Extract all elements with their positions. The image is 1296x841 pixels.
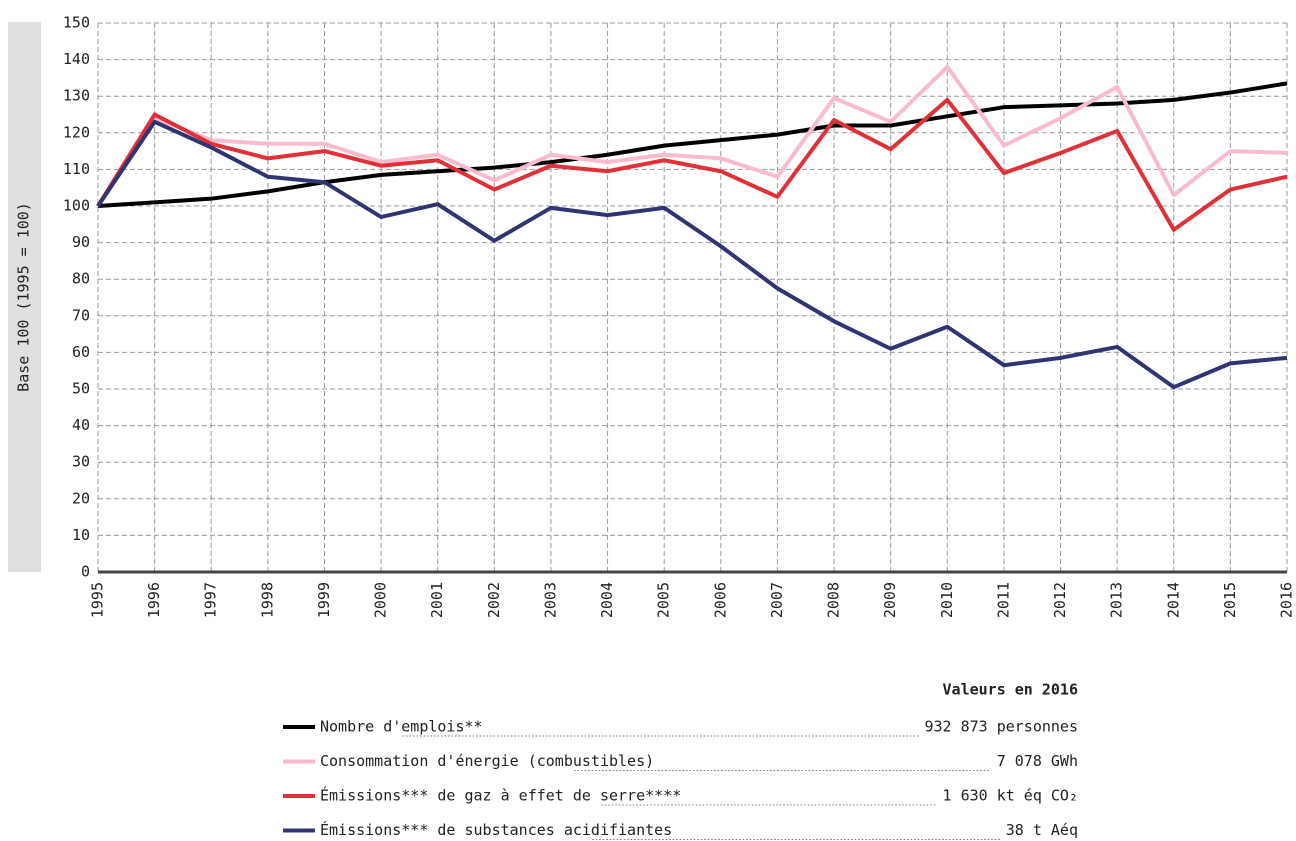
x-tick-label: 1999 (315, 582, 333, 618)
x-tick-label: 2008 (825, 582, 843, 618)
legend-label: Émissions*** de gaz à effet de serre**** (320, 786, 681, 805)
y-tick-label: 0 (81, 563, 90, 581)
series-line (96, 97, 1288, 232)
legend-value: 7 078 GWh (997, 752, 1078, 770)
x-tick-label: 2006 (711, 582, 729, 618)
y-axis-label: Base 100 (1995 = 100) (15, 202, 33, 392)
x-tick-label: 2003 (541, 582, 559, 618)
x-tick-label: 2016 (1278, 582, 1296, 618)
x-tick-label: 2000 (372, 582, 390, 618)
y-tick-label: 80 (72, 270, 90, 288)
x-tick-label: 2009 (881, 582, 899, 618)
legend-value: 38 t Aéq (1006, 821, 1078, 839)
series-line (96, 64, 1288, 208)
x-tick-label: 2005 (655, 582, 673, 618)
x-tick-label: 2012 (1051, 582, 1069, 618)
y-tick-label: 60 (72, 343, 90, 361)
x-tick-label: 1997 (202, 582, 220, 618)
y-tick-label: 150 (63, 14, 90, 32)
y-tick-label: 110 (63, 160, 90, 178)
x-tick-label: 2011 (994, 582, 1012, 618)
y-tick-label: 10 (72, 526, 90, 544)
x-tick-label: 2015 (1221, 582, 1239, 618)
x-tick-label: 2013 (1108, 582, 1126, 618)
legend-value: 1 630 kt éq CO₂ (943, 787, 1078, 805)
y-label-box (8, 22, 41, 572)
y-tick-label: 40 (72, 416, 90, 434)
x-tick-label: 2002 (485, 582, 503, 618)
x-tick-label: 2004 (598, 582, 616, 618)
y-tick-label: 50 (72, 380, 90, 398)
legend-value: 932 873 personnes (924, 718, 1078, 736)
y-tick-label: 20 (72, 489, 90, 507)
series-line (96, 119, 1288, 390)
y-tick-label: 130 (63, 87, 90, 105)
x-tick-label: 1998 (258, 582, 276, 618)
x-tick-label: 2010 (938, 582, 956, 618)
x-tick-label: 2014 (1164, 582, 1182, 618)
y-tick-label: 140 (63, 50, 90, 68)
x-tick-label: 1995 (89, 582, 107, 618)
legend-label: Consommation d'énergie (combustibles) (320, 752, 654, 770)
y-tick-label: 90 (72, 233, 90, 251)
x-tick-label: 1996 (145, 582, 163, 618)
x-tick-label: 2001 (428, 582, 446, 618)
y-tick-label: 70 (72, 306, 90, 324)
legend-label: Nombre d'emplois** (320, 718, 483, 736)
y-tick-label: 30 (72, 453, 90, 471)
y-tick-label: 120 (63, 123, 90, 141)
x-tick-label: 2007 (768, 582, 786, 618)
y-tick-label: 100 (63, 197, 90, 215)
legend-title: Valeurs en 2016 (943, 681, 1078, 699)
legend-label: Émissions*** de substances acidifiantes (320, 820, 672, 839)
